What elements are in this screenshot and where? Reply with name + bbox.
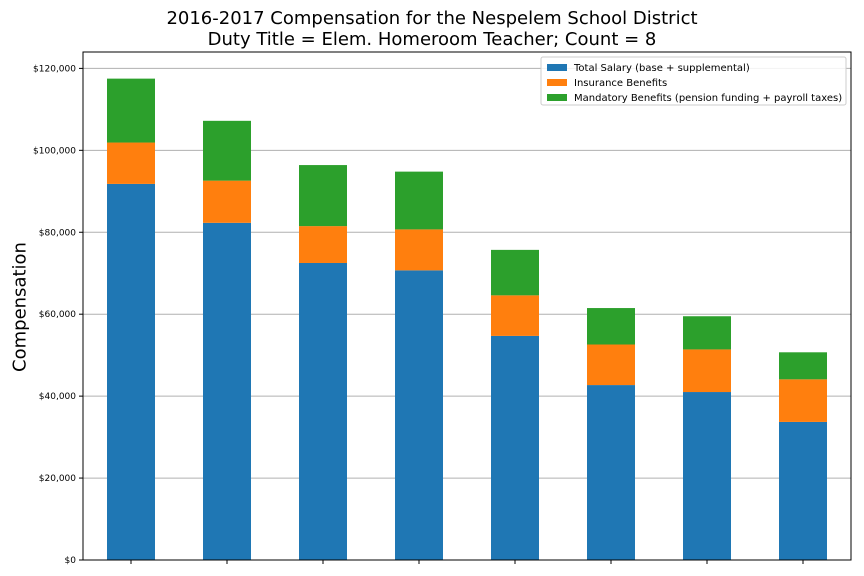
y-tick-label: $80,000 [39, 228, 76, 238]
y-tick-label: $40,000 [39, 392, 76, 402]
chart-title: 2016-2017 Compensation for the Nespelem … [166, 8, 698, 29]
bar-segment-3-4 [395, 171, 443, 230]
bar-segment-2-5 [491, 295, 539, 336]
bar-segment-1-3 [299, 262, 347, 560]
bar-segment-1-1 [107, 183, 155, 560]
legend-box [540, 56, 847, 106]
bar-segment-2-3 [299, 226, 347, 263]
legend-label-1: Total Salary (base + supplemental) [573, 63, 750, 74]
legend-swatch-2 [547, 79, 567, 86]
bar-segment-1-4 [395, 270, 443, 560]
bar-segment-3-8 [779, 352, 827, 380]
legend-label-2: Insurance Benefits [574, 78, 667, 89]
bar-segment-3-5 [491, 249, 539, 296]
y-tick-label: $0 [65, 556, 77, 566]
bar-segment-1-6 [587, 385, 635, 560]
bar-segment-2-1 [107, 142, 155, 184]
bar-segment-3-6 [587, 308, 635, 345]
y-tick-label: $100,000 [33, 146, 76, 156]
legend-label-3: Mandatory Benefits (pension funding + pa… [574, 93, 842, 104]
chart-subtitle: Duty Title = Elem. Homeroom Teacher; Cou… [207, 29, 657, 50]
plot-frame [82, 51, 852, 561]
y-tick-label: $120,000 [33, 64, 76, 74]
bar-segment-2-6 [587, 344, 635, 386]
bar-segment-3-7 [683, 316, 731, 350]
bar-segment-2-4 [395, 229, 443, 271]
bar-segment-2-7 [683, 349, 731, 393]
bar-segment-1-8 [779, 421, 827, 560]
y-tick-label: $60,000 [39, 310, 76, 320]
bar-segment-1-2 [203, 222, 251, 560]
bar-segment-3-1 [107, 78, 155, 143]
bar-segment-3-2 [203, 120, 251, 181]
y-tick-label: $20,000 [39, 474, 76, 484]
bar-segment-2-8 [779, 379, 827, 422]
bar-segment-1-5 [491, 335, 539, 560]
bar-segment-2-2 [203, 180, 251, 223]
legend-swatch-1 [547, 64, 567, 71]
legend-swatch-3 [547, 94, 567, 101]
bar-segment-1-7 [683, 392, 731, 560]
bar-segment-3-3 [299, 165, 347, 227]
